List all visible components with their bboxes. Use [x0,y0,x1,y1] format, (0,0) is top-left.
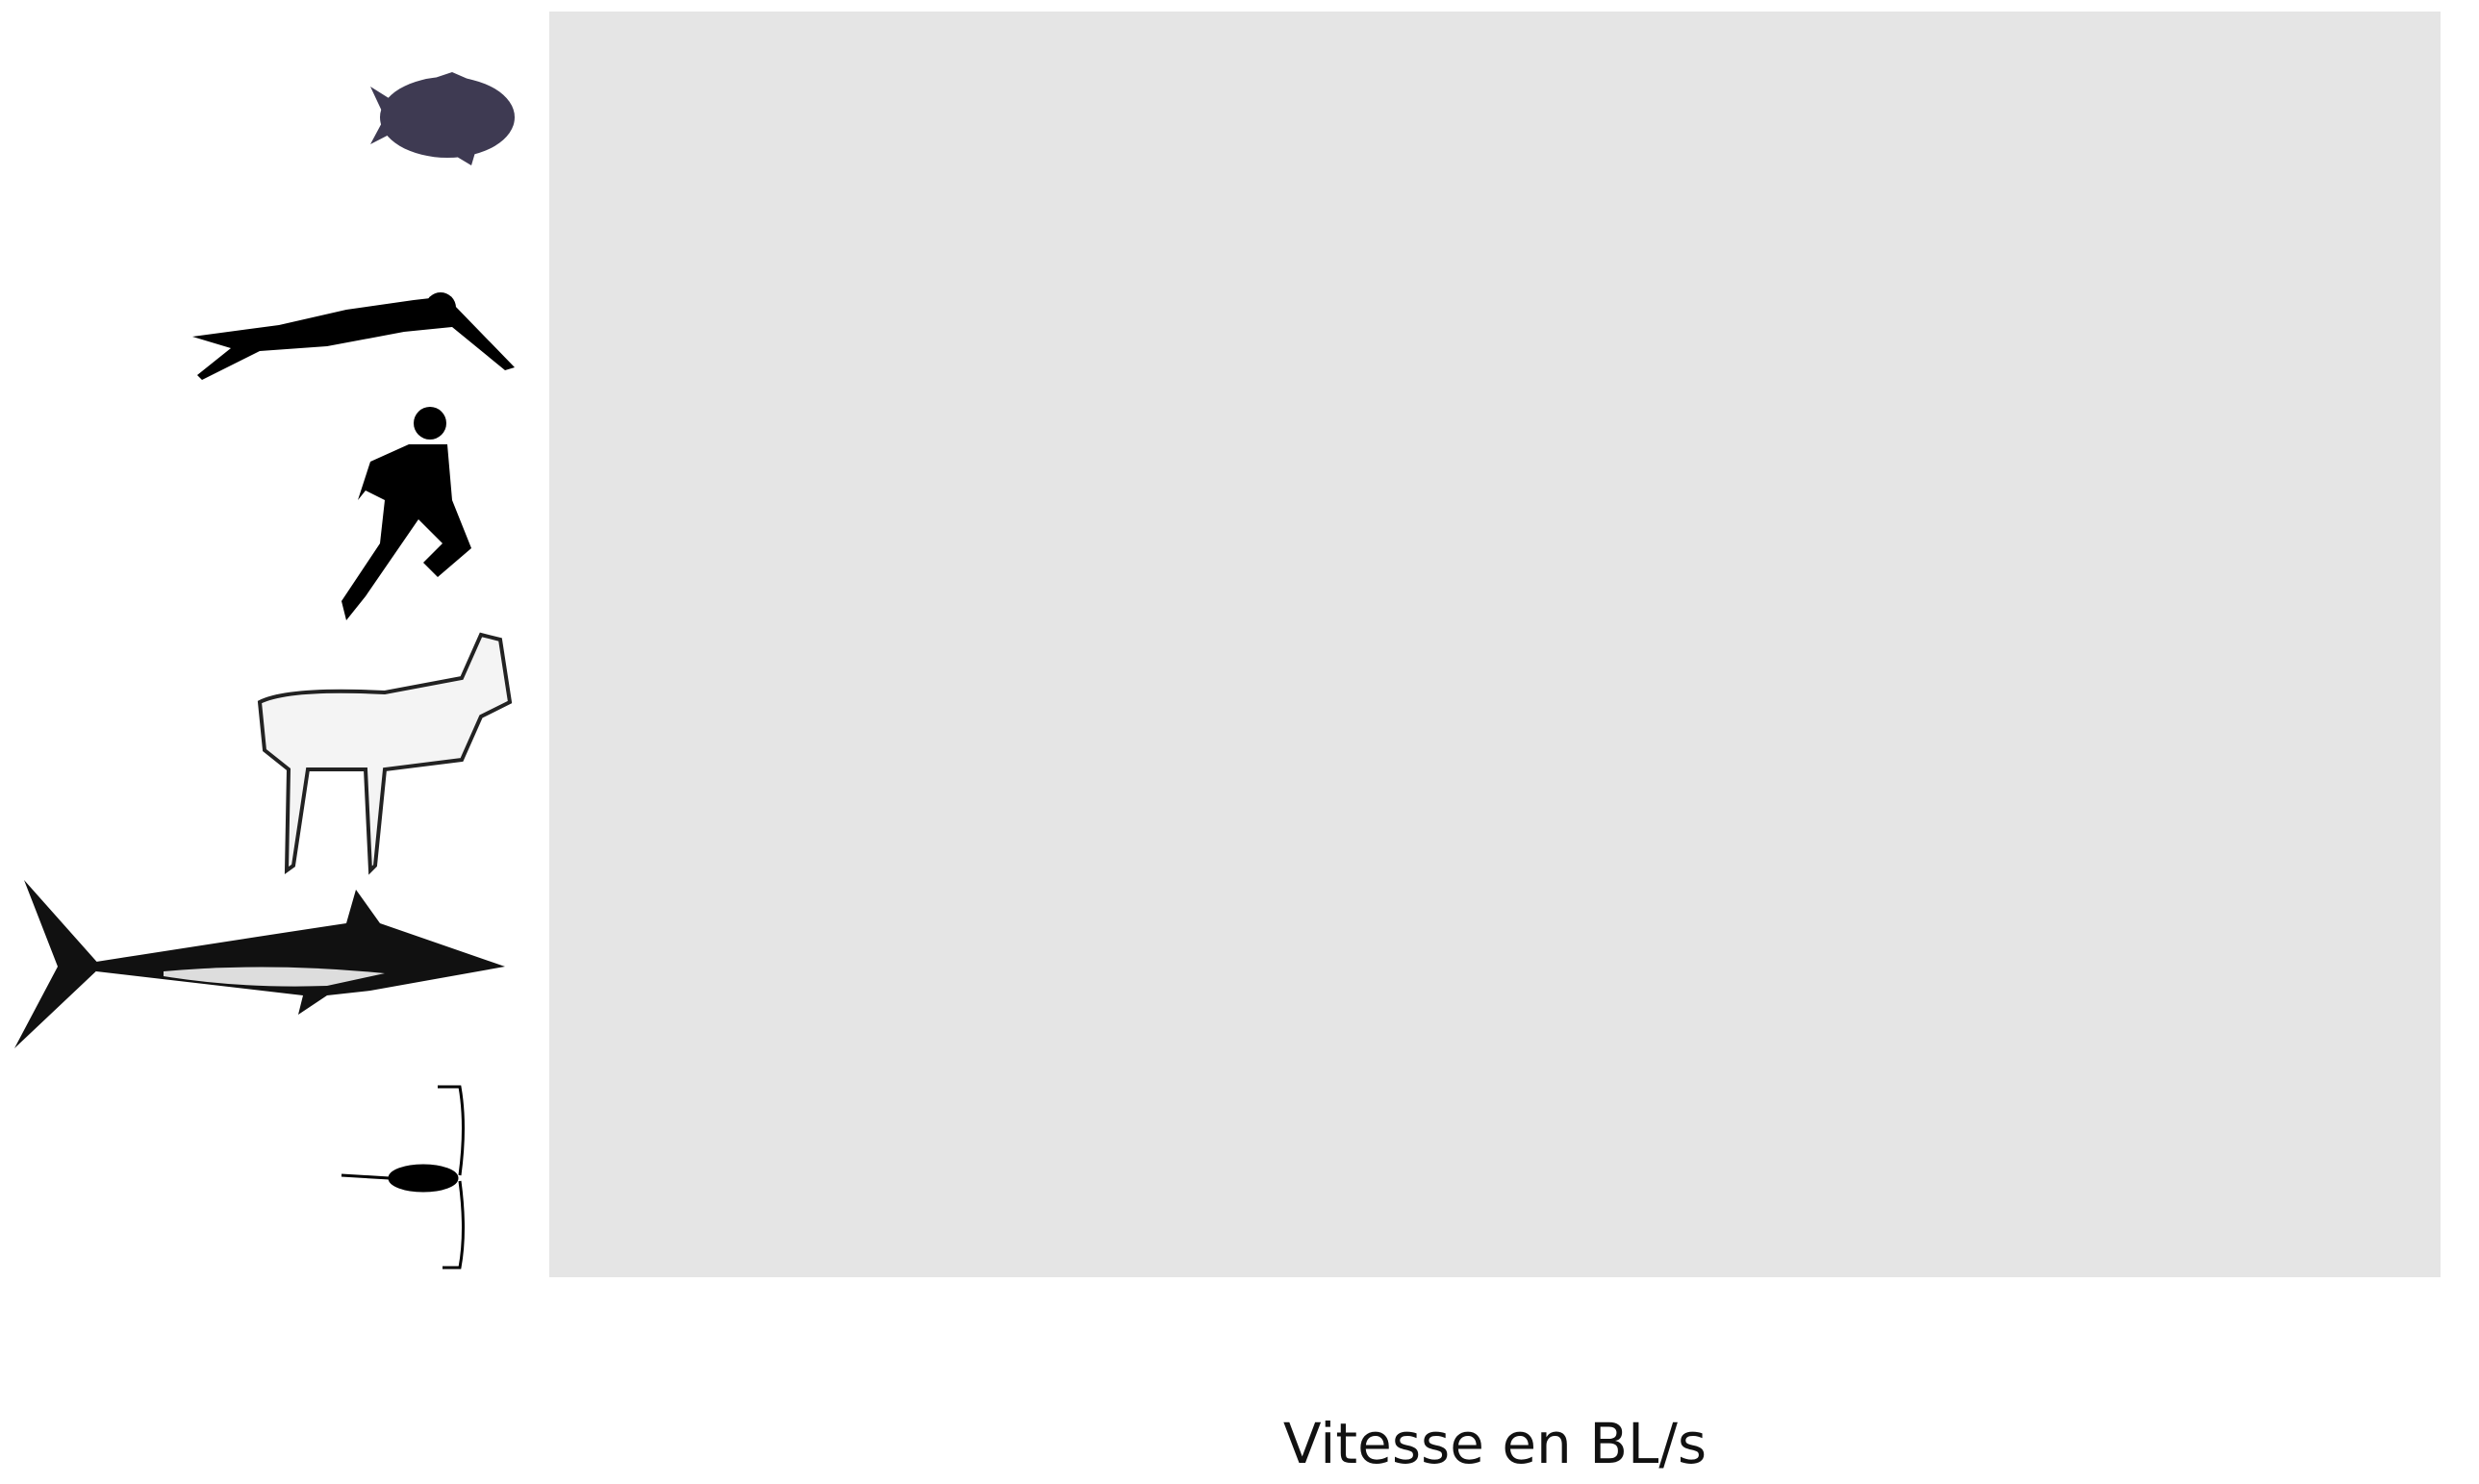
plot-background [549,12,2441,1277]
icon-swimmer [192,292,515,380]
icon-antelope [257,632,513,875]
x-axis-label: Vitesse en BL/s [1283,1411,1707,1476]
icon-runner [341,407,471,620]
icon-marlin [14,880,505,1048]
icon-fish [370,72,515,165]
icon-copepod [341,1085,465,1270]
